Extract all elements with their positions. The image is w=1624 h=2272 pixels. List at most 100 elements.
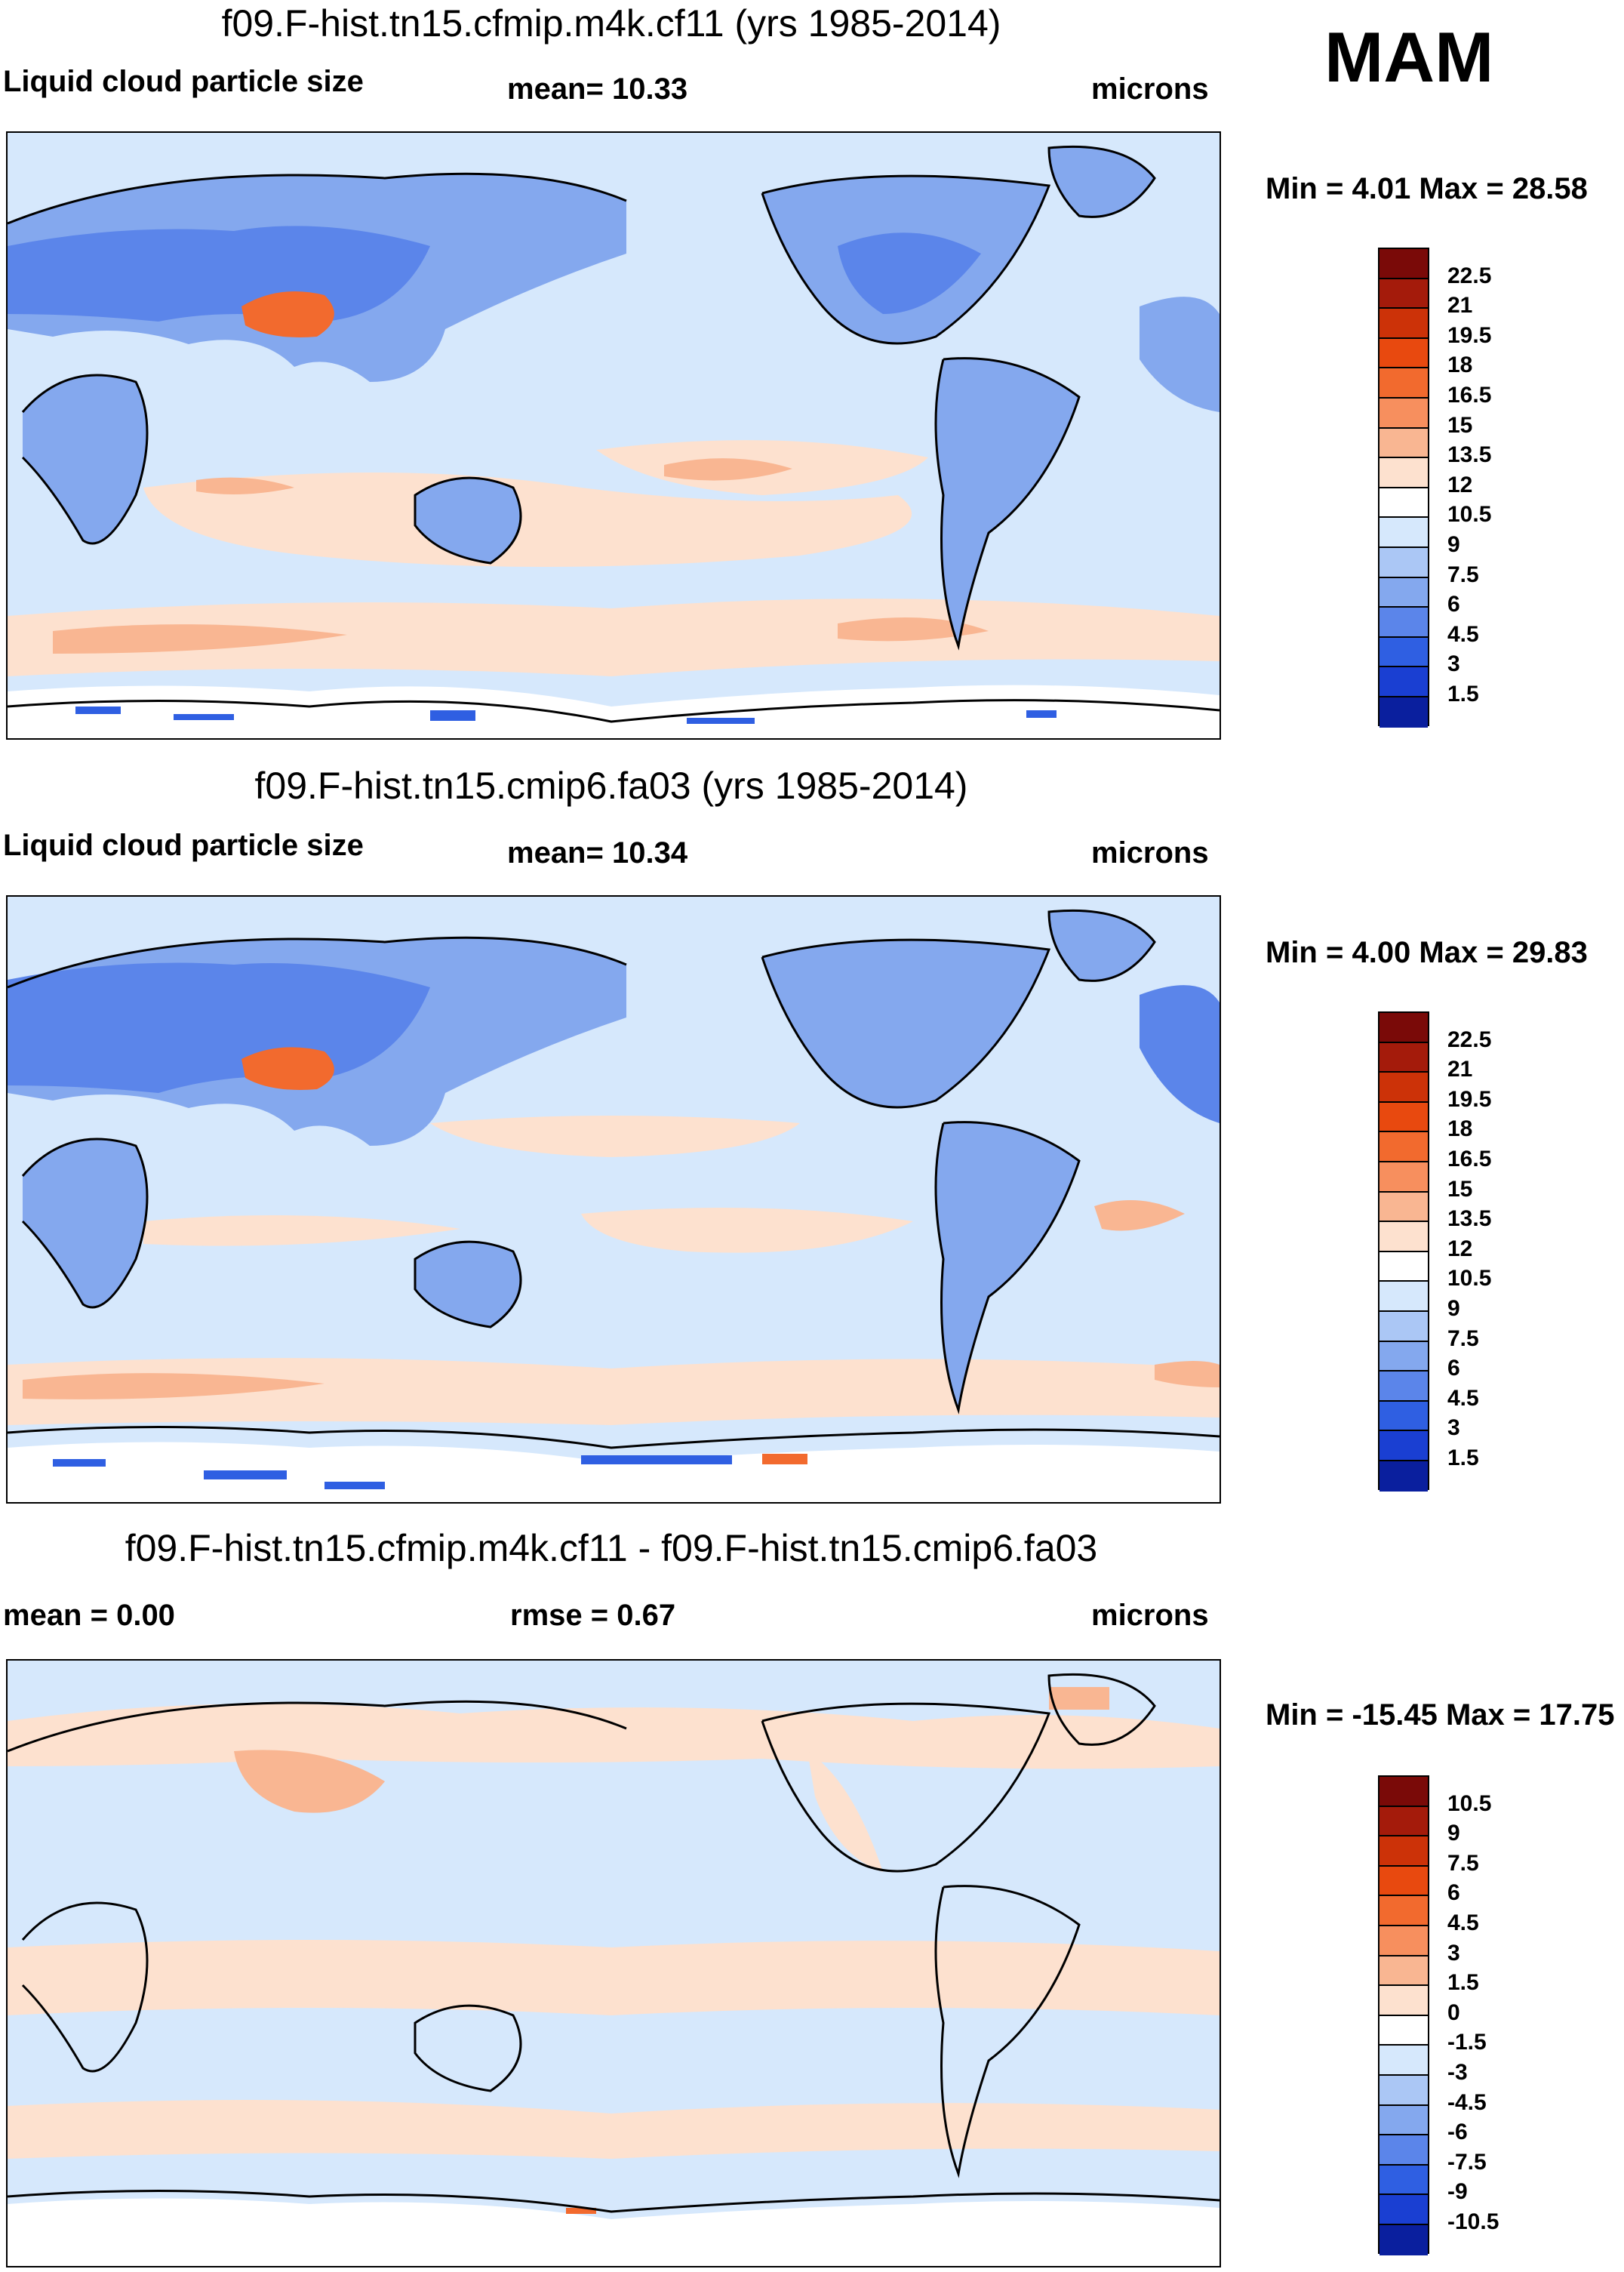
colorbar-label: 10.5	[1447, 502, 1492, 528]
colorbar-box	[1379, 1162, 1428, 1193]
colorbar-label: 6	[1447, 592, 1460, 617]
colorbar-box	[1379, 1251, 1428, 1282]
colorbar-label: 18	[1447, 352, 1473, 378]
colorbar-label: 22.5	[1447, 1027, 1492, 1052]
colorbar-box	[1379, 1777, 1428, 1807]
panel-3-mean: mean = 0.00	[3, 1599, 175, 1632]
colorbar-box	[1379, 1896, 1428, 1926]
colorbar-box	[1379, 2046, 1428, 2076]
colorbar-label: 21	[1447, 1057, 1473, 1082]
colorbar-box	[1379, 1806, 1428, 1837]
colorbar-label: 21	[1447, 293, 1473, 319]
colorbar-box	[1379, 458, 1428, 488]
colorbar-label: 16.5	[1447, 1147, 1492, 1171]
colorbar-label: 1.5	[1447, 1970, 1479, 1996]
panel-3-map	[6, 1659, 1221, 2267]
colorbar-label: 3	[1447, 1415, 1460, 1441]
colorbar-label: 9	[1447, 1821, 1460, 1846]
colorbar-box	[1379, 2195, 1428, 2225]
colorbar-label: 7.5	[1447, 562, 1479, 587]
panel-2-title: f09.F-hist.tn15.cmip6.fa03 (yrs 1985-201…	[254, 765, 968, 807]
colorbar-label: 15	[1447, 1176, 1473, 1202]
colorbar-label: 6	[1447, 1356, 1460, 1381]
colorbar-label: -4.5	[1447, 2089, 1487, 2115]
colorbar-box	[1379, 279, 1428, 309]
colorbar-box	[1379, 518, 1428, 548]
panel-3-title: f09.F-hist.tn15.cfmip.m4k.cf11 - f09.F-h…	[125, 1527, 1098, 1569]
panel-2-min-max: Min = 4.00 Max = 29.83	[1266, 936, 1588, 969]
colorbar-label: 0	[1447, 2000, 1460, 2025]
colorbar-box	[1379, 1013, 1428, 1043]
colorbar-label: 10.5	[1447, 1790, 1492, 1816]
colorbar-label: 19.5	[1447, 1086, 1492, 1112]
colorbar-box	[1379, 637, 1428, 668]
panel-3-min-max: Min = -15.45 Max = 17.75	[1266, 1698, 1615, 1732]
colorbar-box	[1379, 697, 1428, 728]
colorbar-box	[1379, 667, 1428, 697]
panel-1-title: f09.F-hist.tn15.cfmip.m4k.cf11 (yrs 1985…	[221, 2, 1001, 45]
colorbar-label: 7.5	[1447, 1850, 1479, 1876]
colorbar-box	[1379, 1282, 1428, 1312]
colorbar-box	[1379, 1311, 1428, 1342]
colorbar-label: 4.5	[1447, 621, 1479, 647]
colorbar-label: 3	[1447, 1940, 1460, 1966]
panel-2-units: microns	[1091, 836, 1209, 870]
colorbar-label: 13.5	[1447, 1206, 1492, 1232]
colorbar-label: -9	[1447, 2179, 1468, 2205]
colorbar-label: 4.5	[1447, 1910, 1479, 1935]
colorbar-box	[1379, 428, 1428, 459]
colorbar-box	[1379, 1192, 1428, 1223]
colorbar-label: 12	[1447, 472, 1473, 497]
colorbar-box	[1379, 2075, 1428, 2106]
colorbar-box	[1379, 1073, 1428, 1103]
colorbar-label: 18	[1447, 1116, 1473, 1142]
colorbar-label: 9	[1447, 1296, 1460, 1321]
colorbar-label: -1.5	[1447, 2030, 1487, 2055]
colorbar-label: -3	[1447, 2060, 1468, 2085]
season-label: MAM	[1324, 17, 1494, 97]
colorbar-box	[1379, 1102, 1428, 1133]
colorbar-label: 1.5	[1447, 682, 1479, 707]
panel-2-colorbar	[1378, 1011, 1429, 1492]
colorbar-label: 1.5	[1447, 1445, 1479, 1470]
colorbar-box	[1379, 1836, 1428, 1867]
colorbar-label: 19.5	[1447, 322, 1492, 348]
colorbar-box	[1379, 309, 1428, 339]
panel-1-min-max: Min = 4.01 Max = 28.58	[1266, 172, 1588, 205]
colorbar-label: 12	[1447, 1236, 1473, 1261]
colorbar-box	[1379, 398, 1428, 429]
colorbar-box	[1379, 1042, 1428, 1073]
colorbar-box	[1379, 1431, 1428, 1461]
colorbar-label: 7.5	[1447, 1325, 1479, 1351]
colorbar-label: 13.5	[1447, 442, 1492, 468]
colorbar-box	[1379, 338, 1428, 369]
colorbar-box	[1379, 1956, 1428, 1987]
colorbar-box	[1379, 2135, 1428, 2166]
colorbar-box	[1379, 488, 1428, 519]
panel-1-variable-label: Liquid cloud particle size	[3, 65, 364, 98]
panel-3-colorbar	[1378, 1775, 1429, 2255]
panel-2-mean: mean= 10.34	[507, 836, 688, 870]
colorbar-label: -7.5	[1447, 2149, 1487, 2175]
colorbar-box	[1379, 368, 1428, 399]
colorbar-box	[1379, 2015, 1428, 2046]
colorbar-label: 10.5	[1447, 1266, 1492, 1291]
colorbar-label: -6	[1447, 2120, 1468, 2145]
colorbar-label: 9	[1447, 532, 1460, 557]
panel-1-units: microns	[1091, 72, 1209, 106]
panel-2-variable-label: Liquid cloud particle size	[3, 829, 364, 862]
colorbar-box	[1379, 2224, 1428, 2255]
colorbar-box	[1379, 1372, 1428, 1402]
colorbar-label: 16.5	[1447, 383, 1492, 408]
colorbar-box	[1379, 1341, 1428, 1372]
colorbar-box	[1379, 1132, 1428, 1162]
panel-2-map	[6, 895, 1221, 1504]
colorbar-box	[1379, 1986, 1428, 2016]
colorbar-box	[1379, 1461, 1428, 1492]
colorbar-box	[1379, 2105, 1428, 2136]
colorbar-label: 15	[1447, 412, 1473, 438]
colorbar-box	[1379, 577, 1428, 608]
panel-3-rmse: rmse = 0.67	[510, 1599, 676, 1632]
colorbar-box	[1379, 1401, 1428, 1432]
colorbar-label: -10.5	[1447, 2209, 1499, 2234]
